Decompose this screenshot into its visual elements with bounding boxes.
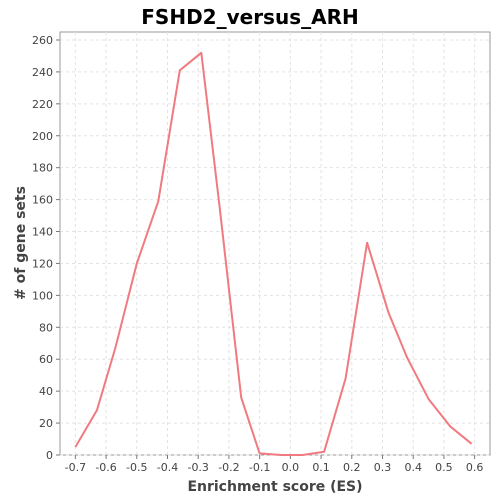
x-tick-label: -0.4	[157, 461, 178, 474]
x-tick-label: -0.7	[65, 461, 86, 474]
y-tick-label: 260	[32, 34, 53, 47]
y-tick-label: 160	[32, 194, 53, 207]
x-tick-label: 0.1	[312, 461, 330, 474]
x-tick-label: -0.6	[95, 461, 116, 474]
x-tick-label: 0.5	[435, 461, 453, 474]
y-tick-label: 240	[32, 66, 53, 79]
y-tick-label: 60	[39, 353, 53, 366]
x-axis: -0.7 -0.6 -0.5 -0.4 -0.3 -0.2 -0.1 0.0 0.1 0.2 0.3…	[65, 455, 484, 474]
series-line	[74, 51, 473, 456]
x-tick-label: 0.2	[343, 461, 361, 474]
plot-area	[59, 31, 491, 456]
y-tick-label: 20	[39, 417, 53, 430]
x-tick-label: 0.3	[374, 461, 392, 474]
y-tick-label: 180	[32, 162, 53, 175]
y-tick-label: 120	[32, 257, 53, 270]
grid	[60, 32, 490, 456]
x-tick-label: -0.3	[187, 461, 208, 474]
chart-title: FSHD2_versus_ARH	[141, 5, 358, 29]
y-tick-label: 80	[39, 321, 53, 334]
y-tick-label: 220	[32, 98, 53, 111]
y-tick-label: 0	[46, 449, 53, 462]
x-tick-label: 0.4	[404, 461, 422, 474]
x-axis-label: Enrichment score (ES)	[187, 479, 362, 495]
x-tick-label: 0.0	[282, 461, 300, 474]
x-tick-label: -0.5	[126, 461, 147, 474]
y-tick-label: 140	[32, 226, 53, 239]
y-axis: 0 20 40 60 80 100 120 140 160 180 200 220 240 260	[32, 34, 60, 462]
x-tick-label: -0.2	[218, 461, 239, 474]
y-axis-label: # of gene sets	[13, 186, 29, 300]
x-tick-label: -0.1	[249, 461, 270, 474]
y-tick-label: 40	[39, 385, 53, 398]
y-tick-label: 200	[32, 130, 53, 143]
x-tick-label: 0.6	[466, 461, 484, 474]
series-layer	[74, 51, 473, 456]
y-tick-label: 100	[32, 289, 53, 302]
